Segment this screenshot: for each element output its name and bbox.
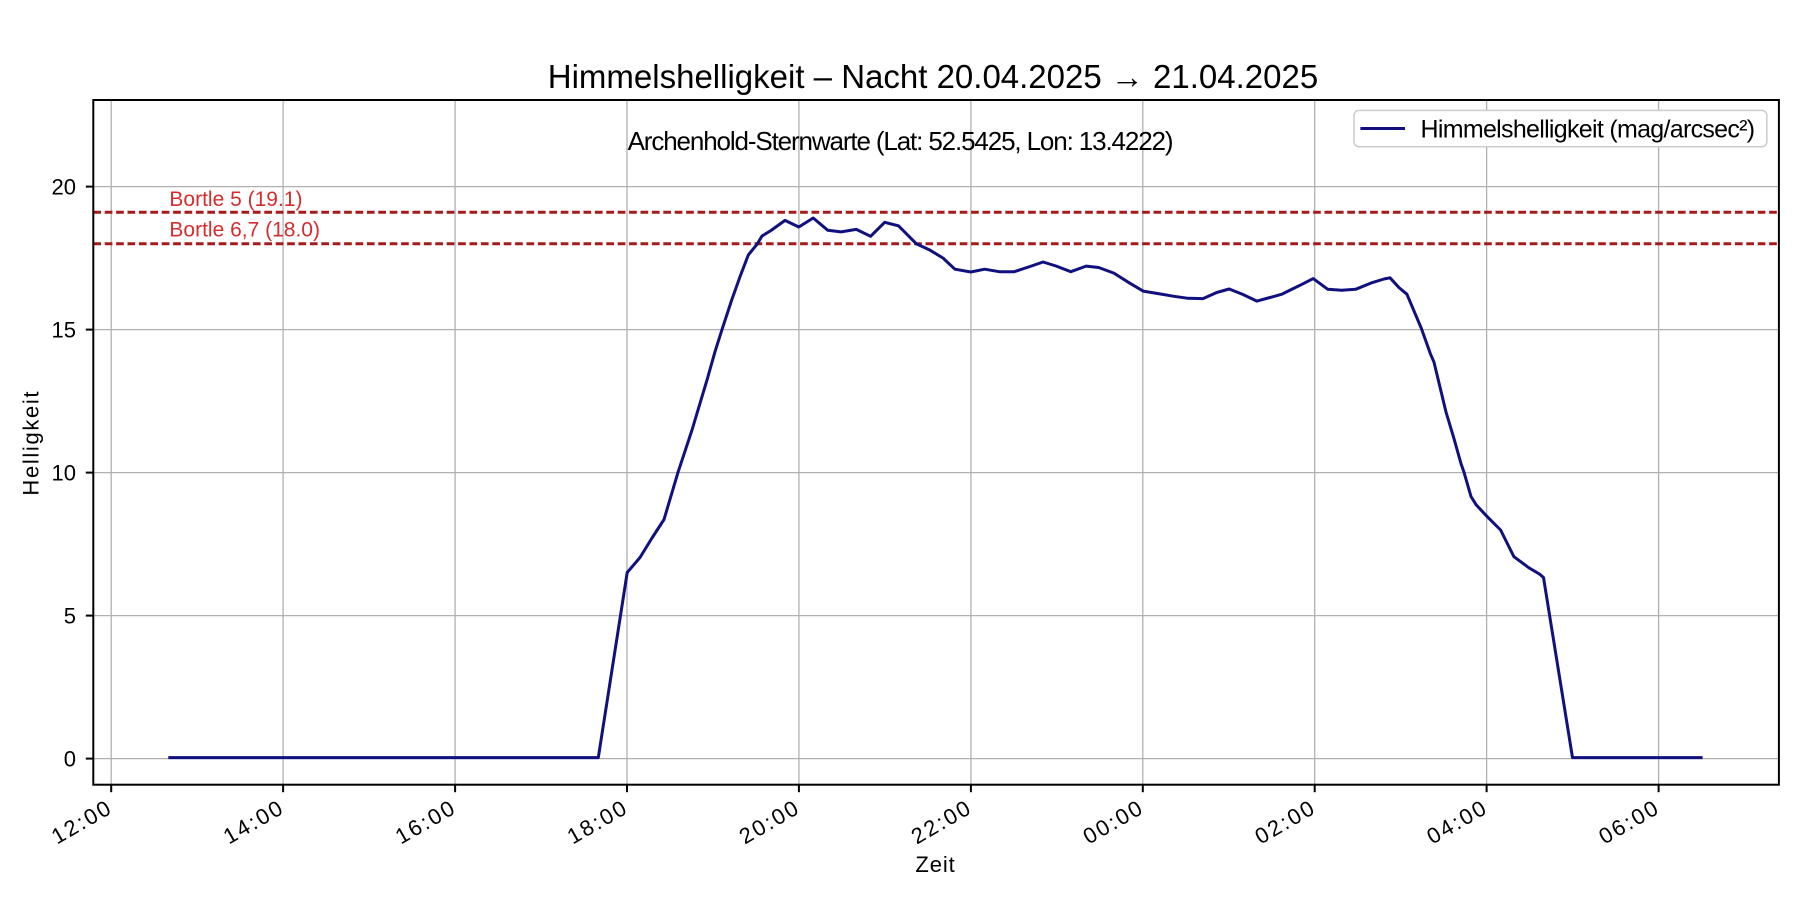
svg-text:20: 20 [52, 175, 76, 200]
svg-text:Bortle 5 (19.1): Bortle 5 (19.1) [169, 188, 302, 211]
svg-text:Bortle 6,7 (18.0): Bortle 6,7 (18.0) [169, 219, 320, 242]
svg-text:Himmelshelligkeit – Nacht 20.0: Himmelshelligkeit – Nacht 20.04.2025 → 2… [548, 58, 1318, 95]
svg-text:15: 15 [52, 318, 76, 343]
svg-text:5: 5 [64, 604, 76, 629]
svg-text:Helligkeit: Helligkeit [19, 390, 44, 496]
svg-text:Himmelshelligkeit (mag/arcsec²: Himmelshelligkeit (mag/arcsec²) [1421, 115, 1755, 143]
svg-text:0: 0 [64, 747, 76, 772]
svg-text:Zeit: Zeit [915, 852, 955, 877]
svg-text:Archenhold-Sternwarte (Lat: 52: Archenhold-Sternwarte (Lat: 52.5425, Lon… [628, 126, 1173, 156]
svg-text:10: 10 [52, 461, 76, 486]
